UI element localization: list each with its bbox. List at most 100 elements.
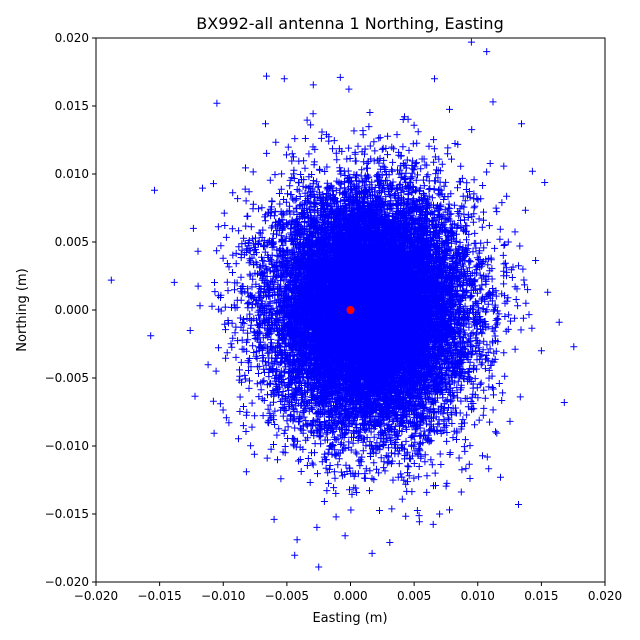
data-point [370, 476, 378, 484]
data-point [415, 512, 423, 520]
data-point [370, 138, 378, 146]
data-point [221, 320, 229, 328]
data-point [211, 288, 219, 296]
data-point [507, 317, 514, 325]
data-point [204, 361, 212, 369]
data-point [257, 386, 265, 394]
data-point [505, 311, 513, 319]
data-point [244, 357, 252, 365]
data-point [461, 197, 469, 205]
data-point [492, 428, 499, 436]
data-point [278, 170, 286, 178]
data-point [403, 156, 411, 164]
data-point [248, 423, 256, 431]
data-point [247, 363, 255, 371]
data-point [232, 353, 240, 361]
data-point [508, 274, 516, 281]
data-point [366, 467, 374, 475]
data-point [436, 450, 444, 458]
data-point [334, 461, 342, 469]
data-point [253, 355, 261, 362]
data-point [449, 404, 457, 412]
data-point [348, 490, 356, 498]
data-point [341, 532, 349, 540]
data-point [253, 363, 261, 371]
data-point [271, 171, 279, 179]
data-point [524, 286, 532, 294]
data-point [441, 423, 449, 431]
data-point [358, 166, 366, 174]
data-point [245, 367, 252, 374]
data-point [383, 459, 391, 467]
data-point [248, 399, 256, 407]
data-point [210, 180, 217, 188]
data-point [488, 384, 496, 391]
data-point [479, 452, 486, 460]
data-point [454, 377, 462, 385]
data-point [238, 319, 246, 326]
data-point [222, 414, 230, 422]
data-point [430, 136, 438, 144]
data-point [410, 460, 418, 467]
data-point [220, 209, 228, 217]
data-point [384, 132, 392, 140]
data-point [462, 465, 470, 473]
data-point [250, 450, 258, 458]
data-point [411, 163, 419, 171]
data-point [461, 216, 468, 224]
data-point [219, 406, 227, 414]
data-point [396, 166, 404, 174]
chart-title: BX992-all antenna 1 Northing, Easting [196, 14, 503, 33]
data-point [283, 417, 291, 425]
data-point [321, 168, 329, 175]
data-point [484, 300, 492, 308]
data-point [384, 453, 392, 461]
data-point [210, 429, 218, 437]
data-point [311, 200, 319, 207]
data-point [414, 171, 421, 179]
data-point [501, 372, 509, 380]
data-point [463, 179, 471, 187]
data-point [170, 278, 178, 286]
data-point [469, 218, 477, 226]
data-point [404, 462, 412, 470]
data-point [324, 469, 332, 477]
data-point [191, 392, 199, 400]
data-point [458, 466, 466, 474]
data-point [224, 287, 232, 295]
data-point [473, 289, 481, 297]
data-point [421, 458, 429, 466]
data-point [446, 105, 453, 113]
data-point [223, 349, 231, 357]
data-point [399, 143, 407, 151]
data-point [459, 374, 467, 382]
data-point [326, 462, 334, 469]
data-point [404, 469, 411, 477]
data-point [438, 160, 446, 168]
data-point [476, 285, 484, 293]
data-point [500, 349, 508, 357]
data-point [445, 200, 453, 208]
data-point [428, 461, 436, 469]
data-point [309, 461, 317, 469]
data-point [483, 238, 491, 246]
data-point [253, 380, 261, 388]
data-point [512, 296, 520, 303]
data-point [244, 329, 252, 337]
data-point [265, 419, 273, 427]
data-point [277, 232, 285, 240]
data-point [222, 233, 230, 241]
data-point [504, 238, 512, 246]
data-point [380, 156, 388, 164]
data-point [211, 279, 218, 286]
data-point [236, 408, 244, 415]
data-point [247, 442, 255, 450]
data-point [280, 429, 288, 437]
data-point [463, 236, 470, 244]
data-point [367, 428, 375, 436]
data-point [521, 281, 528, 289]
data-point [304, 455, 312, 462]
data-point [541, 179, 549, 186]
data-point [511, 228, 519, 236]
